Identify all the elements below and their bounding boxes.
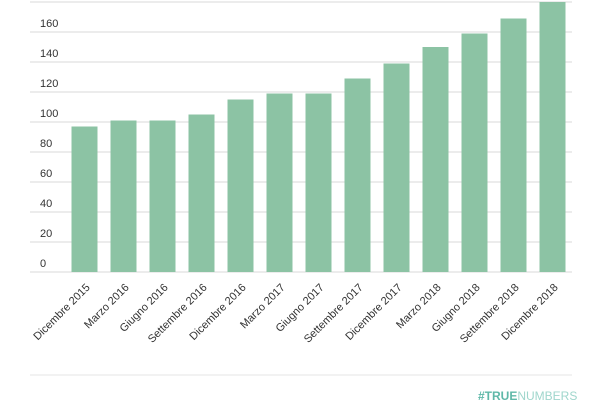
- bar: [71, 126, 98, 272]
- bar: [461, 33, 488, 272]
- bar: [422, 47, 449, 272]
- x-tick-label: Dicembre 2015: [31, 282, 92, 343]
- y-tick-label: 20: [40, 228, 52, 240]
- y-tick-label: 60: [40, 168, 52, 180]
- y-tick-label: 160: [40, 18, 58, 30]
- bar: [344, 78, 371, 272]
- y-tick-label: 80: [40, 138, 52, 150]
- bar: [110, 120, 137, 272]
- footer-logo: #TRUENUMBERS: [478, 389, 577, 400]
- bar: [266, 93, 293, 272]
- footer-part1: #TRUE: [478, 389, 517, 400]
- bar: [227, 99, 254, 272]
- bar: [383, 63, 410, 272]
- bar: [305, 93, 332, 272]
- y-tick-label: 40: [40, 198, 52, 210]
- bar: [500, 18, 527, 272]
- bar: [149, 120, 176, 272]
- footer-part2: NUMBERS: [517, 389, 577, 400]
- y-tick-label: 0: [40, 258, 46, 270]
- y-tick-label: 140: [40, 48, 58, 60]
- y-tick-label: 120: [40, 78, 58, 90]
- y-tick-label: 100: [40, 108, 58, 120]
- bar: [188, 114, 215, 272]
- bar: [539, 2, 566, 272]
